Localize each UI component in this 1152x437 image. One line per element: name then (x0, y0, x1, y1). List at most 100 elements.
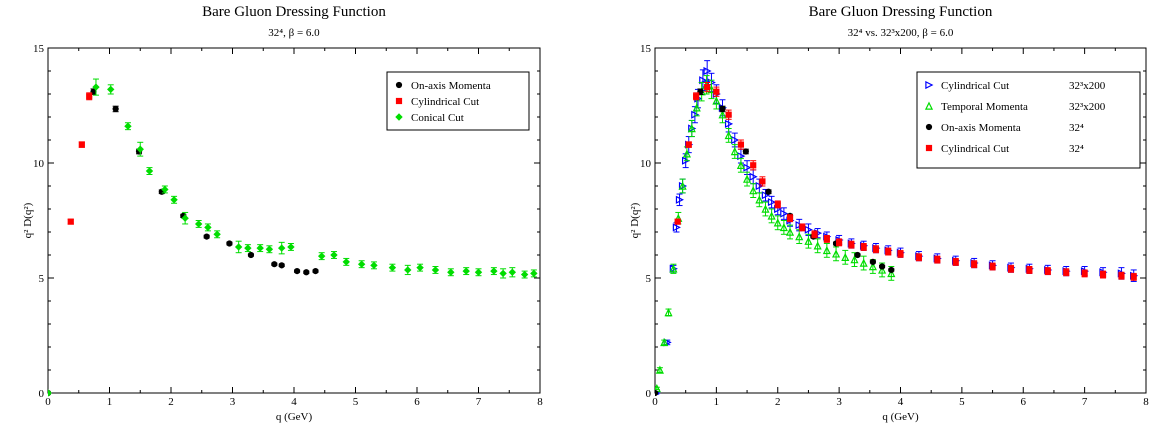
data-point (767, 211, 776, 220)
data-point (530, 269, 538, 278)
series-3 (655, 88, 895, 397)
data-point (750, 162, 757, 169)
data-point (579, 273, 586, 280)
data-point (831, 249, 841, 258)
data-point (737, 141, 745, 148)
x-tick-label: 4 (898, 396, 904, 408)
data-point (878, 263, 886, 270)
x-axis-label: q (GeV) (276, 411, 313, 423)
y-axis-label: q² D(q²) (629, 202, 641, 238)
data-point (78, 141, 85, 148)
data-point (767, 198, 777, 207)
legend-label: Cylindrical Cut (941, 143, 1009, 155)
data-point (124, 122, 132, 130)
x-tick-label: 5 (959, 396, 965, 408)
data-point (675, 195, 684, 204)
data-point (823, 235, 830, 242)
legend-item: Conical Cut (395, 112, 464, 124)
legend-lattice-label: 32⁴ (1069, 143, 1084, 155)
data-point (1026, 266, 1033, 274)
chart-panel-1: Bare Gluon Dressing Function 32⁴, β = 6.0… (22, 4, 586, 423)
data-point (357, 260, 366, 268)
data-point (265, 245, 274, 253)
data-point (508, 268, 517, 276)
data-point (447, 268, 455, 276)
legend-label: On-axis Momenta (941, 122, 1021, 134)
x-tick-label: 8 (537, 396, 543, 408)
data-point (1044, 268, 1051, 275)
legend-item: Cylindrical Cut 32⁴ (925, 143, 1084, 155)
data-point (213, 230, 221, 238)
data-point (312, 268, 319, 275)
data-point (841, 252, 850, 261)
data-point (850, 255, 859, 264)
legend: Cylindrical Cut 32³x200 Temporal Momenta 32… (916, 71, 1141, 169)
y-tick-label: 15 (33, 43, 45, 55)
data-point (897, 250, 904, 257)
legend-item: On-axis Momenta (395, 80, 491, 92)
legend-lattice-label: 32³x200 (1069, 80, 1106, 92)
data-point (404, 266, 412, 274)
data-point (247, 251, 255, 259)
data-point (761, 204, 770, 213)
data-point (1130, 273, 1137, 280)
x-tick-label: 2 (775, 396, 781, 408)
data-point (765, 188, 772, 195)
data-point (67, 218, 74, 225)
y-tick-label: 5 (646, 273, 652, 285)
x-tick-label: 2 (168, 396, 174, 408)
series-3 (48, 78, 586, 397)
legend-marker (395, 97, 403, 105)
data-point (693, 93, 700, 100)
data-point (92, 83, 100, 91)
data-point (742, 148, 749, 155)
series-2 (655, 75, 896, 393)
data-point (1099, 271, 1107, 278)
data-point (244, 244, 252, 252)
data-point (181, 214, 189, 222)
data-point (204, 223, 212, 232)
legend-marker (924, 101, 934, 110)
data-point (703, 66, 712, 76)
data-point (293, 268, 301, 275)
data-point (795, 232, 804, 241)
data-point (761, 191, 770, 200)
data-point (1118, 272, 1125, 279)
x-tick-label: 8 (1143, 396, 1149, 408)
data-point (868, 262, 877, 271)
x-tick-label: 4 (291, 396, 297, 408)
data-point (678, 181, 687, 190)
data-point (685, 141, 692, 148)
data-point (490, 267, 498, 275)
data-point (989, 263, 996, 270)
x-tick-label: 1 (714, 396, 720, 408)
data-point (822, 245, 831, 255)
data-point (759, 178, 766, 185)
data-point (749, 172, 758, 181)
legend-marker (925, 144, 933, 152)
data-point (564, 272, 571, 279)
data-point (872, 246, 880, 253)
x-tick-label: 7 (476, 396, 482, 408)
legend-item: Cylindrical Cut 32³x200 (925, 80, 1106, 92)
data-point (342, 258, 350, 266)
data-point (737, 152, 746, 161)
data-point (303, 269, 310, 276)
data-point (278, 244, 286, 252)
y-axis-label: q² D(q²) (22, 202, 34, 238)
data-point (687, 124, 696, 133)
x-tick-label: 6 (1021, 396, 1027, 408)
data-point (773, 218, 782, 227)
data-point (161, 185, 169, 194)
legend-marker (395, 113, 403, 121)
y-tick-label: 10 (33, 158, 45, 170)
data-point (952, 258, 959, 265)
data-point (136, 145, 144, 153)
legend-marker (395, 81, 403, 89)
data-point (779, 222, 788, 232)
data-point (786, 215, 794, 222)
data-point (724, 119, 734, 128)
data-point (256, 244, 264, 252)
